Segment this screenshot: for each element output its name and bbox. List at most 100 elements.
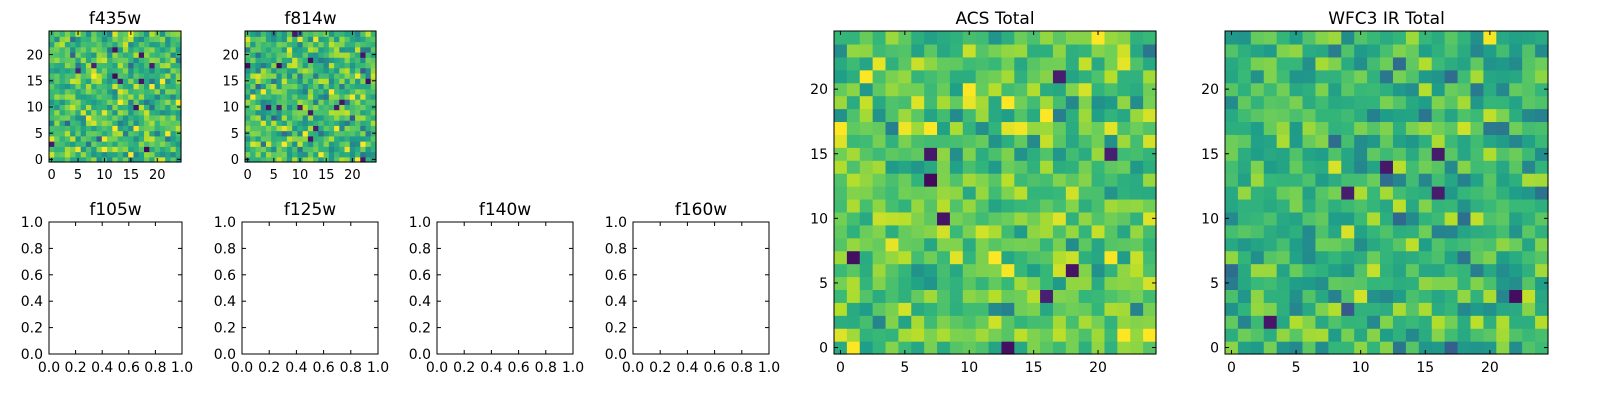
heatmap-cell — [265, 78, 272, 84]
heatmap-cell — [1302, 315, 1317, 329]
heatmap-cell — [250, 156, 257, 163]
y-tick-label: 0.0 — [605, 347, 627, 363]
heatmap-cell — [112, 62, 119, 69]
heatmap-cell — [334, 104, 340, 111]
heatmap-cell — [1001, 43, 1015, 58]
heatmap-cell — [1431, 173, 1446, 187]
heatmap-cell — [1496, 134, 1510, 148]
heatmap-cell — [91, 109, 98, 116]
heatmap-cell — [133, 41, 140, 48]
heatmap-cell — [846, 198, 861, 213]
heatmap-cell — [349, 125, 356, 132]
heatmap-cell — [154, 36, 161, 43]
heatmap-cell — [107, 41, 113, 48]
heatmap-cell — [59, 130, 66, 137]
y-tick-label: 0.2 — [214, 321, 236, 337]
heatmap-cell — [1065, 69, 1080, 84]
heatmap-cell — [286, 83, 293, 90]
heatmap-cell — [1237, 341, 1252, 355]
heatmap-cell — [64, 104, 71, 111]
heatmap-cell — [265, 67, 272, 74]
heatmap-cell — [975, 108, 990, 123]
heatmap-cell — [1263, 186, 1278, 200]
heatmap-cell — [834, 108, 848, 123]
heatmap-cell — [924, 237, 938, 252]
heatmap-cell — [138, 135, 145, 142]
heatmap-cell — [175, 72, 182, 79]
heatmap-cell — [54, 78, 61, 84]
heatmap-cell — [245, 62, 251, 69]
heatmap-cell — [117, 67, 124, 74]
heatmap-cell — [1457, 82, 1472, 97]
heatmap-cell — [265, 93, 272, 100]
heatmap-cell — [1444, 95, 1459, 110]
heatmap-cell — [1315, 173, 1329, 187]
heatmap-cell — [292, 156, 298, 163]
heatmap-cell — [1470, 237, 1484, 252]
heatmap-cell — [1483, 95, 1497, 110]
heatmap-cell — [1380, 121, 1394, 135]
heatmap-cell — [54, 99, 61, 105]
heatmap-cell — [370, 109, 377, 116]
heatmap-cell — [96, 141, 103, 147]
heatmap-cell — [1470, 56, 1484, 71]
heatmap-cell — [937, 147, 951, 161]
heatmap-cell — [170, 78, 177, 84]
heatmap-cell — [1014, 250, 1028, 265]
heatmap-cell — [175, 83, 182, 90]
heatmap-cell — [128, 88, 135, 95]
heatmap-cell — [307, 41, 314, 48]
heatmap-cell — [1001, 276, 1015, 290]
heatmap-cell — [154, 151, 161, 158]
heatmap-cell — [1014, 224, 1028, 239]
heatmap-cell — [255, 78, 262, 84]
heatmap-cell — [112, 135, 119, 142]
heatmap-cell — [117, 114, 124, 121]
heatmap-cell — [1483, 186, 1497, 200]
heatmap-cell — [846, 95, 861, 110]
heatmap-cell — [1027, 302, 1041, 316]
heatmap-cell — [117, 109, 124, 116]
heatmap-cell — [1001, 198, 1015, 213]
heatmap-cell — [101, 93, 108, 100]
heatmap-cell — [1302, 289, 1317, 303]
heatmap-cell — [1237, 147, 1252, 161]
heatmap-cell — [260, 72, 267, 79]
heatmap-cell — [1535, 43, 1549, 58]
heatmap-cell — [924, 56, 938, 71]
heatmap-cell — [1237, 69, 1252, 84]
heatmap-cell — [276, 36, 283, 43]
heatmap-cell — [276, 62, 283, 69]
heatmap-cell — [1470, 211, 1484, 226]
heatmap-cell — [975, 302, 990, 316]
heatmap-cell — [1237, 160, 1252, 174]
heatmap-cell — [1444, 69, 1459, 84]
heatmap-cell — [276, 67, 283, 74]
heatmap-cell — [271, 51, 278, 58]
heatmap-cell — [138, 72, 145, 79]
heatmap-cell — [924, 43, 938, 58]
heatmap-cell — [144, 62, 150, 69]
heatmap-cell — [1276, 186, 1291, 200]
heatmap-cell — [1496, 250, 1510, 265]
heatmap-cell — [1483, 263, 1497, 278]
heatmap-cell — [286, 151, 293, 158]
heatmap-cell — [250, 41, 257, 48]
heatmap-cell — [1289, 315, 1304, 329]
heatmap-cell — [1470, 224, 1484, 239]
heatmap-cell — [1001, 211, 1015, 226]
heatmap-cell — [1237, 43, 1252, 58]
heatmap-cell — [292, 62, 298, 69]
heatmap-cell — [265, 62, 272, 69]
heatmap-cell — [175, 135, 182, 142]
y-tick-label: 0.8 — [605, 241, 627, 257]
heatmap-cell — [1027, 237, 1041, 252]
heatmap-cell — [117, 135, 124, 142]
heatmap-cell — [1354, 186, 1368, 200]
heatmap-cell — [937, 276, 951, 290]
heatmap-cell — [1418, 341, 1433, 355]
heatmap-cell — [165, 135, 172, 142]
heatmap-cell — [59, 88, 66, 95]
heatmap-cell — [355, 46, 361, 53]
heatmap-cell — [937, 173, 951, 187]
